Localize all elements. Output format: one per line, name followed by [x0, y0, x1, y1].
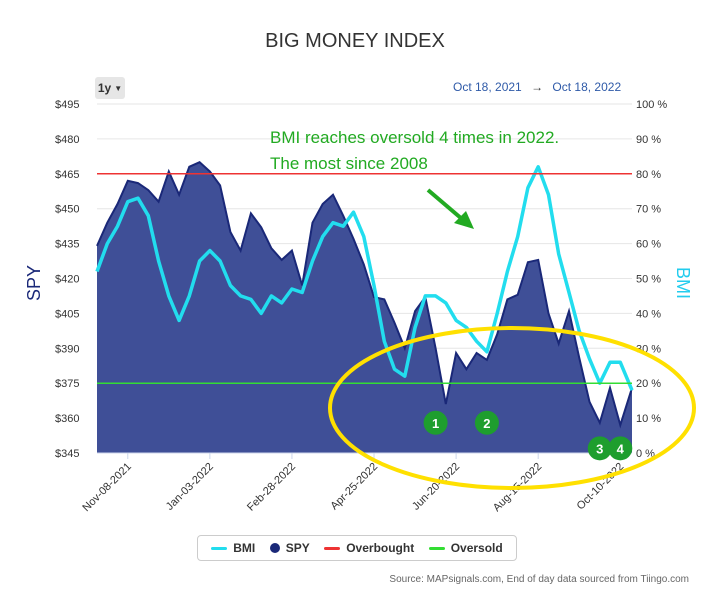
y-left-tick-label: $420 [55, 274, 79, 286]
legend-item-overbought[interactable]: Overbought [324, 541, 414, 555]
y-left-tick-label: $495 [55, 99, 79, 111]
y-left-tick-label: $345 [55, 448, 79, 460]
legend-swatch [324, 546, 341, 550]
y-right-tick-label: 100 % [636, 99, 667, 111]
annotation-arrow [426, 188, 474, 229]
date-range-from[interactable]: Oct 18, 2021 [453, 80, 522, 94]
x-tick-label: Apr-25-2022 [328, 461, 380, 513]
y-right-tick-label: 80 % [636, 169, 661, 181]
oversold-marker-circle [587, 436, 612, 461]
y-left-tick-label: $405 [55, 308, 79, 320]
oversold-markers: 1 2 3 4 [423, 410, 633, 461]
range-selector-button[interactable]: 1y ▼ [95, 77, 125, 99]
legend-label: BMI [233, 541, 256, 555]
x-tick-label: Feb-28-2022 [245, 461, 298, 514]
y-axis-right: 100 %90 %80 %70 %60 %50 %40 %30 %20 %10 … [636, 99, 667, 460]
series-bmi [95, 165, 634, 391]
oversold-marker-3: 3 [587, 436, 612, 461]
y-left-tick-label: $480 [55, 134, 79, 146]
y-right-tick-label: 10 % [636, 413, 661, 425]
oversold-marker-label: 2 [483, 416, 490, 431]
y-axis-right-title: BMI [673, 267, 693, 299]
annotation-line-2: The most since 2008 [270, 154, 428, 173]
legend-swatch [269, 543, 280, 553]
oversold-marker-label: 4 [617, 441, 625, 456]
y-right-tick-label: 90 % [636, 134, 661, 146]
x-tick-label: Oct-10-2022 [575, 461, 627, 513]
y-axis-left-title: SPY [24, 265, 44, 301]
y-left-tick-label: $465 [55, 169, 79, 181]
series-spy [96, 161, 633, 453]
y-right-tick-label: 0 % [636, 448, 655, 460]
arrow-right-icon: → [531, 80, 544, 94]
legend-item-bmi[interactable]: BMI [211, 541, 255, 555]
y-right-tick-label: 60 % [636, 239, 661, 251]
x-tick-label: Jan-03-2022 [164, 461, 216, 513]
date-range: Oct 18, 2021 → Oct 18, 2022 [450, 80, 624, 94]
oversold-marker-2: 2 [474, 410, 499, 435]
y-left-tick-label: $450 [55, 204, 79, 216]
x-tick-label: Jun-20-2022 [410, 461, 462, 513]
spy-line [96, 161, 633, 429]
range-selector-label: 1y [97, 81, 112, 95]
oversold-highlight-ellipse [328, 326, 696, 490]
bmi-line [95, 165, 634, 391]
y-right-tick-label: 70 % [636, 204, 661, 216]
date-range-to[interactable]: Oct 18, 2022 [552, 80, 622, 94]
legend-swatch [211, 546, 228, 550]
y-right-tick-label: 20 % [636, 378, 661, 390]
reference-lines [97, 173, 632, 384]
y-right-tick-label: 40 % [636, 308, 661, 320]
source-credit: Source: MAPsignals.com, End of day data … [389, 574, 689, 585]
legend-item-oversold[interactable]: Oversold [428, 541, 503, 555]
chevron-down-icon: ▼ [114, 83, 123, 93]
chart-title: BIG MONEY INDEX [265, 30, 445, 52]
y-right-tick-label: 50 % [636, 274, 661, 286]
legend-label: Overbought [346, 541, 415, 555]
x-tick-label: Nov-08-2021 [80, 461, 133, 514]
oversold-marker-circle [423, 410, 448, 435]
oversold-marker-circle [474, 410, 499, 435]
oversold-marker-label: 3 [596, 441, 603, 456]
annotation-line-1: BMI reaches oversold 4 times in 2022. [270, 128, 559, 147]
y-left-tick-label: $390 [55, 343, 79, 355]
legend-label: Oversold [450, 541, 503, 555]
oversold-marker-circle [608, 436, 633, 461]
y-left-tick-label: $375 [55, 378, 79, 390]
y-axis-left: $495 $480 $465 $450 $435 $420 $405 $390 $375 $360… [55, 99, 79, 460]
x-axis: Nov-08-2021 Jan-03-2022 Feb-28-2022 Apr-25-… [80, 452, 632, 514]
legend-label: SPY [285, 541, 310, 555]
y-left-tick-label: $360 [55, 413, 79, 425]
legend-item-spy[interactable]: SPY [269, 541, 310, 555]
spy-area [97, 162, 632, 453]
chart-legend: BMI SPY Overbought Oversold [197, 535, 517, 561]
oversold-marker-1: 1 [423, 410, 448, 435]
oversold-marker-label: 1 [432, 416, 439, 431]
legend-swatch [428, 546, 445, 550]
oversold-marker-4: 4 [608, 436, 633, 461]
y-left-tick-label: $435 [55, 239, 79, 251]
